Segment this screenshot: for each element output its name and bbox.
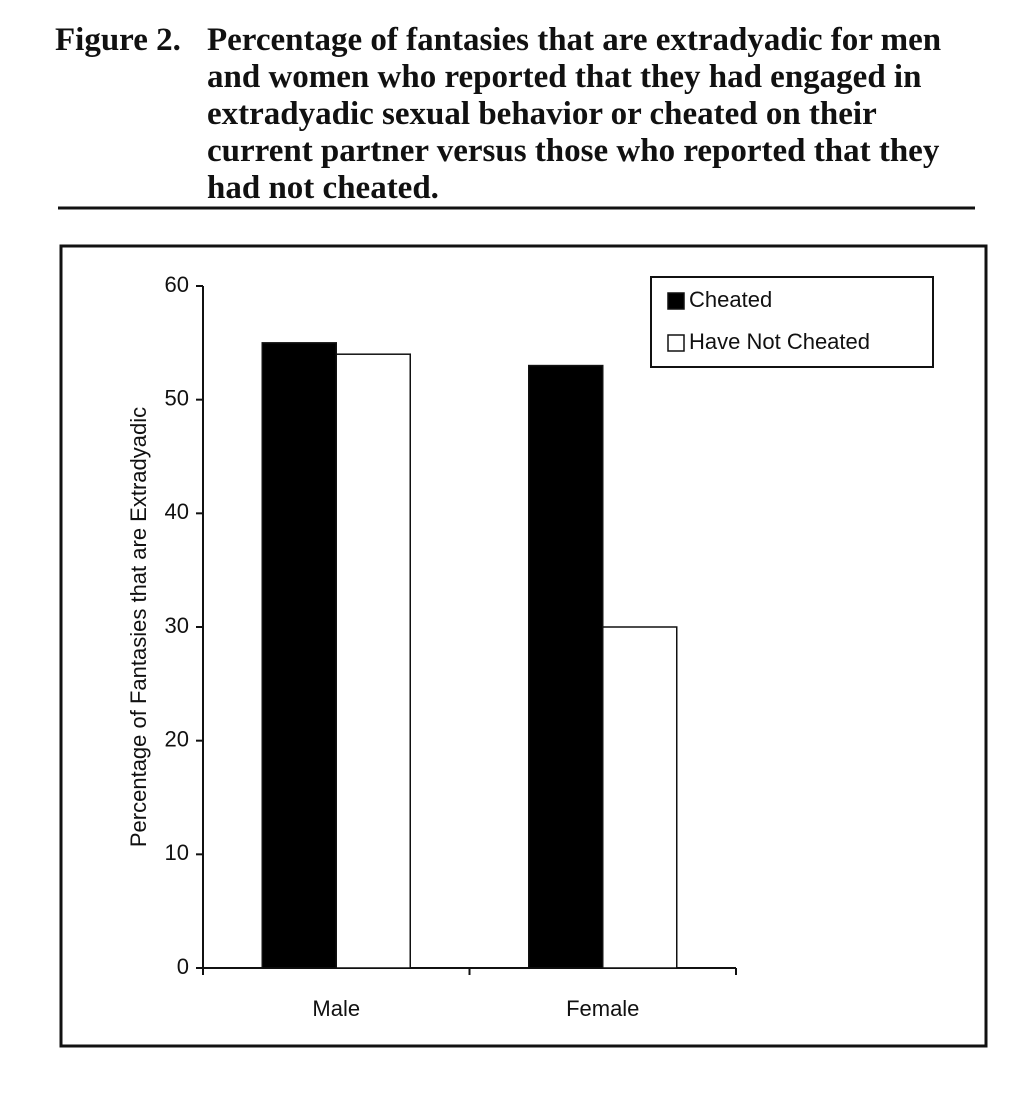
legend-label: Have Not Cheated [689,329,870,354]
title-block: Figure 2. Percentage of fantasies that a… [55,22,985,207]
bar [528,364,604,969]
x-tick-label: Female [566,996,639,1021]
legend-swatch [667,292,685,310]
y-tick-label: 40 [165,499,189,524]
y-axis-label: Percentage of Fantasies that are Extrady… [126,407,151,847]
legend-swatch [667,334,685,352]
figure-label: Figure 2. [55,22,181,58]
y-tick-label: 50 [165,385,189,410]
chart-title: Percentage of fantasies that are extrady… [207,22,942,206]
chart-frame [59,244,988,1048]
y-tick-label: 10 [165,840,189,865]
x-tick-label: Male [312,996,360,1021]
y-tick-label: 30 [165,613,189,638]
y-tick-label: 20 [165,726,189,751]
y-tick-label: 60 [165,272,189,297]
legend-box [650,276,934,368]
bar [602,626,678,969]
bar [261,342,337,969]
legend-label: Cheated [689,287,772,312]
bar [335,353,411,969]
y-tick-label: 0 [177,954,189,979]
